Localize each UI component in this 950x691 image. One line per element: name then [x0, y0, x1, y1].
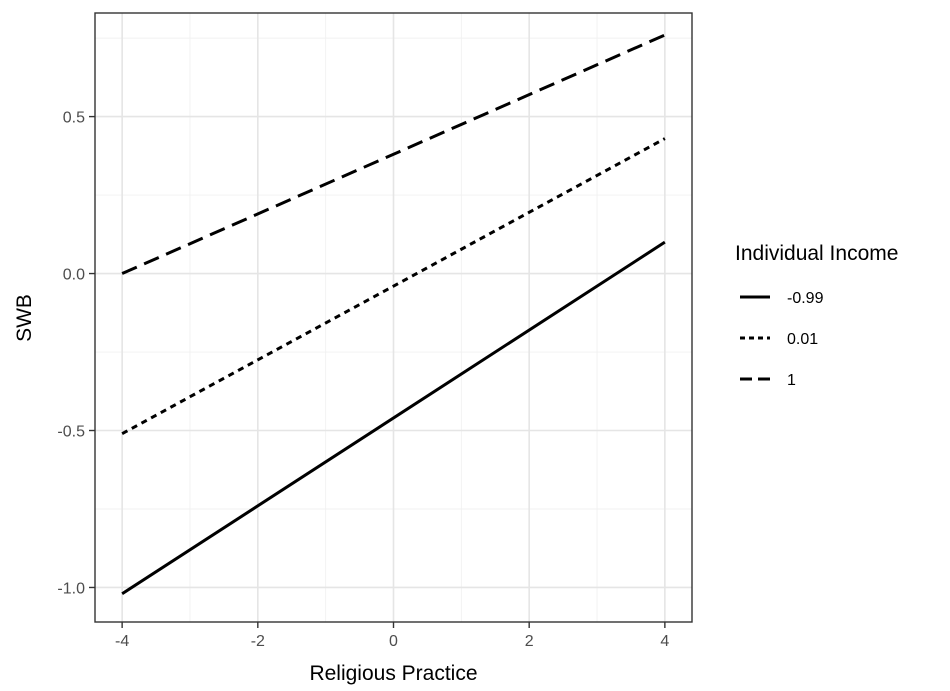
y-axis: -1.0 -0.5 0.0 0.5 [57, 110, 95, 597]
x-tick-label: -4 [115, 633, 129, 650]
x-tick-label: -2 [251, 633, 265, 650]
x-tick-label: 2 [525, 633, 534, 650]
legend-title: Individual Income [735, 242, 898, 265]
x-axis: -4 -2 0 2 4 [115, 622, 669, 650]
legend-label-2: 1 [787, 372, 796, 389]
series-line-1 [121, 137, 666, 435]
series-line-2 [121, 33, 666, 275]
plot-panel [94, 12, 693, 623]
y-tick-label: 0.5 [63, 110, 85, 127]
y-axis-title: SWB [13, 294, 36, 342]
legend-label-0: -0.99 [787, 290, 824, 307]
legend-items: -0.99 0.01 1 [740, 290, 824, 389]
legend-label-1: 0.01 [787, 331, 818, 348]
x-axis-title: Religious Practice [309, 662, 477, 685]
series-lines [121, 33, 666, 596]
major-gridlines [95, 13, 692, 622]
x-tick-label: 0 [389, 633, 398, 650]
legend: Individual Income -0.99 0.01 1 [735, 242, 898, 389]
y-tick-label: 0.0 [63, 267, 85, 284]
y-tick-label: -0.5 [57, 424, 85, 441]
series-line-0 [121, 240, 666, 596]
y-tick-label: -1.0 [57, 580, 85, 597]
x-tick-label: 4 [660, 633, 669, 650]
